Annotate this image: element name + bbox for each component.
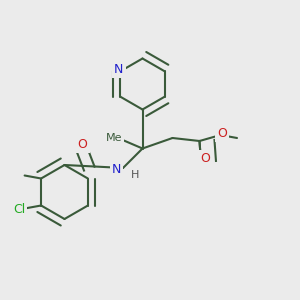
Text: O: O (217, 127, 227, 140)
Text: N: N (112, 163, 121, 176)
Text: O: O (78, 137, 87, 151)
Text: H: H (131, 170, 139, 181)
Text: Cl: Cl (13, 203, 25, 216)
Text: Me: Me (106, 133, 122, 143)
Text: O: O (201, 152, 210, 166)
Text: N: N (114, 63, 124, 76)
